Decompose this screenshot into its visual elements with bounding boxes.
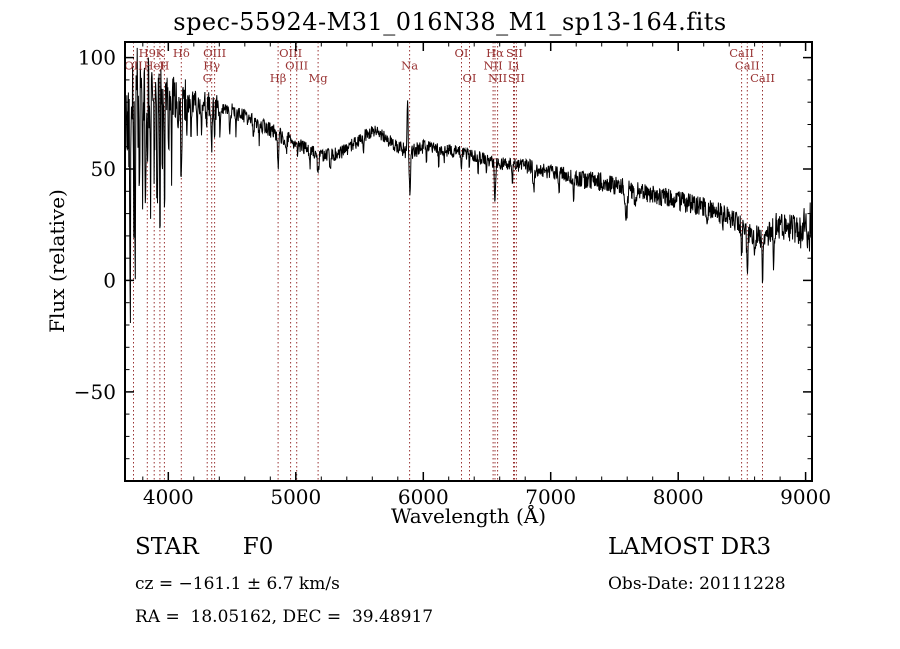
y-tick-label: 100	[78, 46, 116, 70]
spectral-line-label: CaII	[750, 71, 775, 85]
spectral-line-label: OI	[455, 46, 469, 60]
spectral-line-label: SII	[508, 71, 525, 85]
spectral-line-label: G	[203, 71, 212, 85]
y-tick-label: 50	[91, 157, 116, 181]
obs-date-text: Obs-Date: 20111228	[608, 574, 786, 594]
x-tick-label: 6000	[398, 485, 449, 509]
survey-label: LAMOST DR3	[608, 534, 772, 560]
y-tick-label: 0	[103, 268, 116, 292]
spectral-line-label: Hα	[486, 46, 504, 60]
spectral-line-label: NII	[488, 71, 507, 85]
y-tick-label: −50	[74, 380, 116, 404]
spectral-line-label: OII	[124, 59, 143, 73]
spectral-line-label: H	[159, 59, 169, 73]
x-tick-label: 7000	[525, 485, 576, 509]
plot-title: spec-55924-M31_016N38_M1_sp13-164.fits	[173, 8, 727, 36]
x-tick-label: 5000	[270, 485, 321, 509]
spectrum-line	[124, 47, 813, 324]
classification-text: STAR F0	[135, 534, 273, 560]
spectral-line-label: OIII	[203, 46, 226, 60]
x-axis-label: Wavelength (Å)	[390, 504, 547, 528]
spectral-line-label: HeI	[144, 59, 165, 73]
coordinates-text: RA = 18.05162, DEC = 39.48917	[135, 607, 434, 627]
spectral-line-label: CaII	[729, 46, 754, 60]
spectral-line-label: Mg	[309, 71, 329, 85]
spectral-line-label: Na	[401, 59, 418, 73]
spectral-line-label: Hβ	[270, 71, 287, 85]
spectral-line-label: H9	[139, 46, 156, 60]
spectrum-plot: OIIH9HeIKHHδGHγOIIIHβOIIIOIIIMgNaOIOINII…	[74, 41, 831, 509]
object-type: STAR	[135, 534, 199, 560]
redshift-velocity-text: cz = −161.1 ± 6.7 km/s	[135, 574, 340, 594]
spectral-line-label: OI	[463, 71, 477, 85]
object-subclass: F0	[242, 534, 274, 560]
spectral-line-label: NII	[484, 59, 503, 73]
plot-frame	[124, 41, 813, 482]
spectral-line-label: SII	[506, 46, 523, 60]
spectral-line-label: Hγ	[203, 59, 220, 73]
x-tick-label: 9000	[780, 485, 831, 509]
x-tick-label: 4000	[143, 485, 194, 509]
spectral-line-label: Li	[508, 59, 520, 73]
y-axis-label: Flux (relative)	[45, 189, 69, 333]
spectral-line-label: CaII	[735, 59, 760, 73]
spectral-line-label: OIII	[285, 59, 308, 73]
spectral-line-label: Hδ	[173, 46, 190, 60]
spectral-line-label: K	[156, 46, 165, 60]
x-tick-label: 8000	[653, 485, 704, 509]
